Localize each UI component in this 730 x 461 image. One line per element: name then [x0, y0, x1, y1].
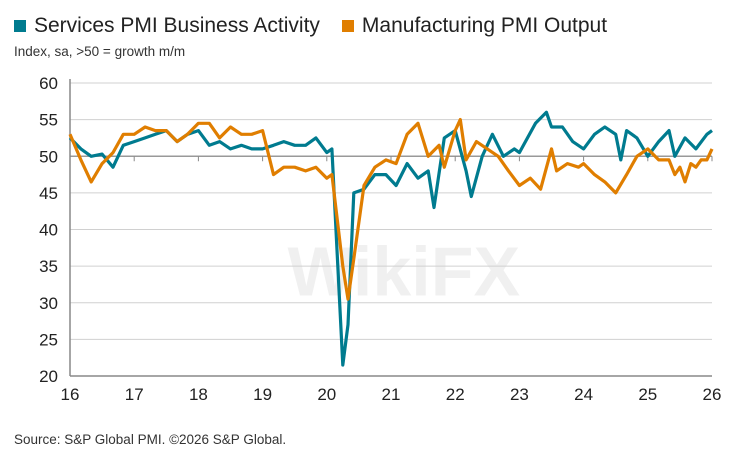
x-tick-label: 19	[253, 385, 272, 404]
x-tick-label: 18	[189, 385, 208, 404]
y-tick-label: 60	[39, 74, 58, 93]
y-tick-label: 55	[39, 111, 58, 130]
legend-label-manufacturing: Manufacturing PMI Output	[361, 14, 608, 37]
x-tick-label: 24	[574, 385, 593, 404]
x-tick-label: 16	[61, 385, 80, 404]
y-tick-label: 35	[39, 257, 58, 276]
x-tick-label: 23	[510, 385, 529, 404]
x-tick-label: 17	[125, 385, 144, 404]
y-tick-label: 45	[39, 184, 58, 203]
watermark: WikiFX	[287, 232, 520, 310]
y-tick-label: 20	[39, 367, 58, 386]
legend-label-services: Services PMI Business Activity	[34, 14, 320, 37]
x-tick-label: 25	[638, 385, 657, 404]
series-line-manufacturing	[68, 118, 714, 301]
x-tick-label: 21	[382, 385, 401, 404]
legend-item-services: Services PMI Business Activity	[14, 14, 320, 38]
chart-subtitle: Index, sa, >50 = growth m/m	[14, 44, 186, 59]
y-tick-label: 25	[39, 330, 58, 349]
x-tick-label: 22	[446, 385, 465, 404]
legend-item-manufacturing: Manufacturing PMI Output	[341, 14, 608, 38]
y-tick-label: 30	[39, 294, 58, 313]
y-tick-label: 40	[39, 221, 58, 240]
y-tick-label: 50	[39, 147, 58, 166]
legend: Services PMI Business Activity Manufactu…	[14, 14, 629, 38]
x-tick-label: 26	[703, 385, 722, 404]
legend-swatch-services	[14, 20, 26, 32]
source-note: Source: S&P Global PMI. ©2026 S&P Global…	[14, 432, 287, 447]
x-tick-label: 20	[317, 385, 336, 404]
legend-swatch-manufacturing	[341, 20, 354, 32]
